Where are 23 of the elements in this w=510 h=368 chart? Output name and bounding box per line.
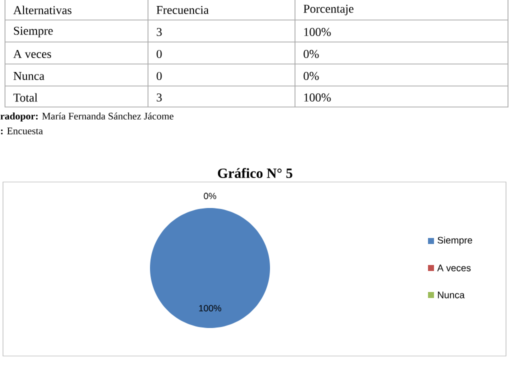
legend-label: Nunca <box>438 292 465 298</box>
legend-label: A veces <box>437 264 471 272</box>
text: Alternativas <box>13 6 72 14</box>
chart-title: Gráfico N° 5 <box>218 168 292 178</box>
text: 3 <box>156 93 162 102</box>
text: : Encuesta <box>1 128 43 134</box>
text: 0 <box>156 50 162 58</box>
legend-label: Siempre <box>438 236 472 246</box>
text: Porcentaje <box>304 4 354 16</box>
text: 0% <box>204 192 216 200</box>
text: A veces <box>13 50 52 58</box>
text: Nunca <box>14 72 44 80</box>
text: 100% <box>304 28 331 36</box>
text: 0 <box>156 72 162 80</box>
text: Frecuencia <box>156 6 209 14</box>
text: Siempre <box>14 26 53 38</box>
text: 100% <box>304 93 331 102</box>
text: 0% <box>304 50 319 58</box>
text: radopor: María Fernanda Sánchez Jácome <box>0 112 174 122</box>
text: 3 <box>156 28 162 36</box>
text: Total <box>13 93 38 102</box>
text: 0% <box>304 72 319 80</box>
data-label: 100% <box>199 305 222 312</box>
